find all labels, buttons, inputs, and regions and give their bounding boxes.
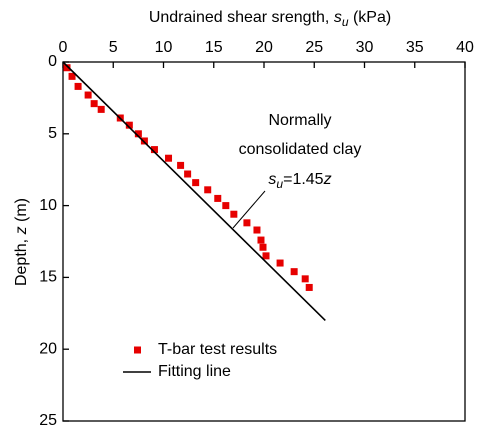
data-point <box>84 91 92 99</box>
eq-var2: z <box>323 171 332 188</box>
data-point <box>301 275 309 283</box>
x-tick-label: 25 <box>305 39 323 56</box>
x-title-var: s <box>334 9 342 26</box>
data-point <box>63 64 71 72</box>
data-point <box>214 194 222 202</box>
x-tick-label: 20 <box>255 39 273 56</box>
data-point <box>184 170 192 178</box>
y-title-text: Depth, <box>13 234 30 286</box>
data-point <box>125 121 133 129</box>
data-point <box>262 252 270 260</box>
y-tick-label: 15 <box>39 269 57 286</box>
data-point <box>204 186 212 194</box>
data-point <box>243 219 251 227</box>
legend-marker <box>134 346 141 354</box>
data-point <box>134 130 142 138</box>
data-point <box>276 259 284 267</box>
data-point <box>290 268 298 276</box>
x-tick-label: 15 <box>205 39 223 56</box>
equation: su=1.45z <box>268 171 331 191</box>
eq-sub: u <box>276 177 283 191</box>
x-title-unit: (kPa) <box>349 9 392 26</box>
data-point <box>222 202 230 210</box>
eq-var: s <box>268 171 276 188</box>
x-axis-title: Undrained shear srength, su (kPa) <box>149 9 391 29</box>
data-point <box>150 146 158 154</box>
data-point <box>305 283 313 291</box>
data-point <box>257 236 265 244</box>
y-tick-label: 0 <box>48 53 57 70</box>
y-axis-title: Depth, z (m) <box>13 198 30 286</box>
fit-line <box>62 61 326 322</box>
y-tick-label: 25 <box>39 412 57 429</box>
x-title-text: Undrained shear srength, <box>149 9 334 26</box>
y-tick-label: 5 <box>48 125 57 142</box>
annotation: Normally <box>268 112 331 129</box>
x-tick-label: 35 <box>406 39 424 56</box>
y-title-unit: (m) <box>13 198 30 226</box>
y-title-var: z <box>13 226 30 235</box>
data-point <box>253 226 261 234</box>
data-point <box>90 100 98 108</box>
data-point <box>68 72 76 80</box>
data-point <box>165 154 173 162</box>
y-tick-label: 10 <box>39 197 57 214</box>
annotation: consolidated clay <box>239 141 362 158</box>
legend-label: Fitting line <box>158 363 231 380</box>
data-point <box>140 137 148 145</box>
data-point <box>97 105 105 113</box>
data-point <box>259 243 267 251</box>
data-point <box>192 179 200 187</box>
data-point <box>230 210 238 218</box>
x-tick-label: 30 <box>356 39 374 56</box>
data-point <box>177 161 185 169</box>
y-tick-label: 20 <box>39 340 57 357</box>
annotation-pointer <box>232 190 266 229</box>
x-tick-label: 0 <box>59 39 68 56</box>
eq-rest: =1.45 <box>283 171 324 188</box>
legend-label: T-bar test results <box>158 341 277 358</box>
x-tick-label: 10 <box>155 39 173 56</box>
data-point <box>74 82 82 90</box>
x-tick-label: 40 <box>456 39 474 56</box>
x-title-sub: u <box>342 15 349 29</box>
x-tick-label: 5 <box>109 39 118 56</box>
